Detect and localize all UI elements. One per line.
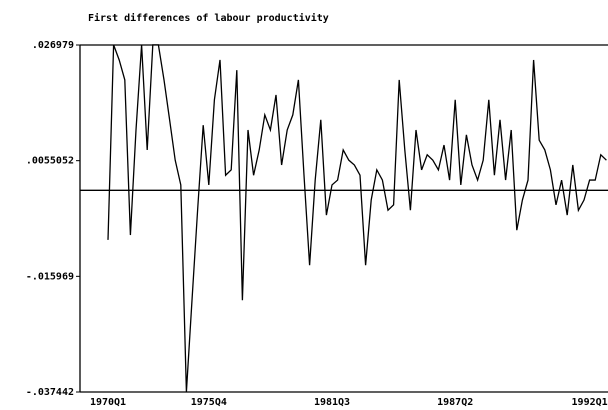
- y-tick-label: .026979: [32, 40, 74, 51]
- y-tick-label: -.037442: [26, 387, 74, 398]
- data-line: [107, 44, 607, 392]
- x-tick-label: 1975Q4: [191, 397, 227, 408]
- chart-title: First differences of labour productivity: [88, 12, 329, 24]
- x-tick-label: 1992Q1: [572, 397, 608, 408]
- y-tick-label: .0055052: [26, 156, 74, 167]
- x-tick-label: 1981Q3: [314, 397, 350, 408]
- y-tick-label: -.015969: [26, 271, 74, 282]
- x-tick-label: 1987Q2: [437, 397, 473, 408]
- x-tick-label: 1970Q1: [90, 397, 126, 408]
